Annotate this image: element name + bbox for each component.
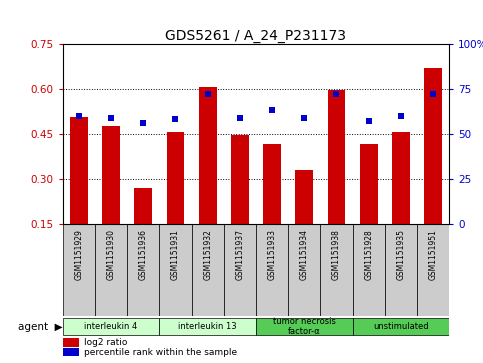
Point	[171, 117, 179, 122]
Text: agent  ▶: agent ▶	[18, 322, 63, 331]
Point	[75, 113, 83, 119]
Text: GSM1151930: GSM1151930	[107, 229, 115, 280]
Bar	[167, 132, 185, 224]
Bar	[327, 90, 345, 224]
Bar	[224, 224, 256, 316]
Point	[107, 115, 115, 121]
Text: interleukin 13: interleukin 13	[178, 322, 237, 331]
Bar	[263, 144, 281, 224]
Bar	[360, 144, 378, 224]
Point	[397, 113, 405, 119]
Bar	[320, 224, 353, 316]
Bar	[63, 224, 95, 316]
Bar	[296, 170, 313, 224]
Bar	[392, 132, 410, 224]
Bar	[63, 348, 79, 356]
Text: GSM1151934: GSM1151934	[300, 229, 309, 280]
Text: GSM1151936: GSM1151936	[139, 229, 148, 280]
Bar	[70, 117, 88, 224]
Bar	[288, 224, 320, 316]
Point	[365, 118, 372, 124]
Bar	[231, 135, 249, 224]
Bar	[127, 224, 159, 316]
Point	[300, 115, 308, 121]
Bar	[95, 224, 127, 316]
Text: percentile rank within the sample: percentile rank within the sample	[84, 348, 237, 357]
Text: GSM1151935: GSM1151935	[397, 229, 405, 280]
Bar	[159, 318, 256, 335]
Text: GSM1151951: GSM1151951	[428, 229, 438, 280]
Bar	[385, 224, 417, 316]
Point	[268, 107, 276, 113]
Bar	[353, 318, 449, 335]
Bar	[63, 338, 79, 347]
Text: GSM1151937: GSM1151937	[235, 229, 244, 280]
Bar	[192, 224, 224, 316]
Text: GSM1151931: GSM1151931	[171, 229, 180, 280]
Bar	[417, 224, 449, 316]
Point	[333, 91, 341, 97]
Bar	[424, 68, 442, 224]
Text: interleukin 4: interleukin 4	[85, 322, 138, 331]
Text: GSM1151929: GSM1151929	[74, 229, 84, 280]
Text: GSM1151928: GSM1151928	[364, 229, 373, 280]
Bar	[159, 224, 192, 316]
Text: GSM1151938: GSM1151938	[332, 229, 341, 280]
Point	[236, 115, 244, 121]
Text: GSM1151933: GSM1151933	[268, 229, 277, 280]
Text: GSM1151932: GSM1151932	[203, 229, 212, 280]
Text: tumor necrosis
factor-α: tumor necrosis factor-α	[273, 317, 336, 336]
Text: log2 ratio: log2 ratio	[84, 338, 127, 347]
Bar	[134, 188, 152, 224]
Point	[429, 91, 437, 97]
Text: unstimulated: unstimulated	[373, 322, 429, 331]
Bar	[199, 87, 216, 224]
Title: GDS5261 / A_24_P231173: GDS5261 / A_24_P231173	[166, 29, 346, 42]
Point	[204, 91, 212, 97]
Bar	[102, 126, 120, 224]
Bar	[63, 318, 159, 335]
Bar	[353, 224, 385, 316]
Point	[140, 120, 147, 126]
Bar	[256, 224, 288, 316]
Bar	[256, 318, 353, 335]
